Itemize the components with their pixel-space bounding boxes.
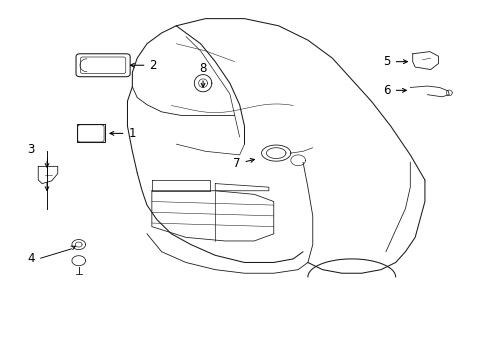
Text: 7: 7: [233, 157, 254, 170]
Text: 4: 4: [27, 252, 35, 265]
Text: 5: 5: [383, 55, 407, 68]
Text: 1: 1: [110, 127, 136, 140]
Text: 2: 2: [130, 59, 157, 72]
Text: 3: 3: [27, 143, 35, 156]
Text: 8: 8: [199, 62, 206, 87]
Text: 6: 6: [383, 84, 406, 97]
